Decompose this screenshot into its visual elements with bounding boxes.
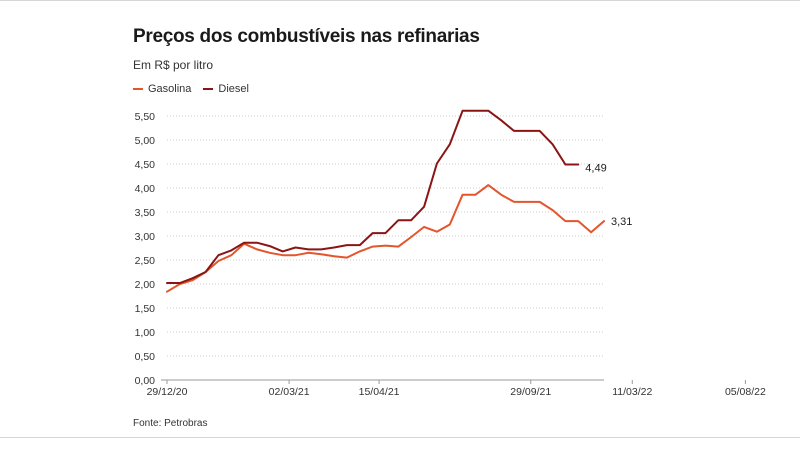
y-tick-label: 2,50: [135, 255, 156, 267]
diesel-line: [166, 109, 580, 284]
x-tick-label: 11/03/22: [612, 386, 652, 398]
y-tick-label: 4,00: [135, 183, 156, 195]
legend-item-diesel: Diesel: [203, 83, 249, 95]
source-note: Fonte: Petrobras: [133, 418, 208, 429]
x-tick-label: 15/04/21: [359, 386, 400, 398]
y-tick-label: 5,00: [135, 135, 156, 147]
chart-subtitle: Em R$ por litro: [133, 58, 214, 72]
end-label-gasolina: 3,31: [611, 216, 632, 228]
y-tick-label: 2,00: [135, 279, 156, 291]
y-tick-label: 3,50: [135, 207, 156, 219]
bottom-border: [0, 437, 800, 438]
x-tick-label: 29/09/21: [510, 386, 551, 398]
x-tick-label: 05/08/22: [725, 386, 766, 398]
legend-label-gasolina: Gasolina: [148, 83, 192, 95]
y-tick-label: 5,50: [135, 111, 156, 123]
chart-title: Preços dos combustíveis nas refinarias: [133, 26, 480, 47]
legend-item-gasolina: Gasolina: [133, 83, 191, 95]
y-tick-label: 0,00: [135, 375, 156, 387]
gasolina-line: [166, 184, 605, 293]
x-tick-label: 02/03/21: [269, 386, 310, 398]
y-tick-label: 4,50: [135, 159, 156, 171]
y-tick-label: 1,00: [135, 327, 156, 339]
legend-swatch-gasolina: [133, 88, 143, 90]
legend: Gasolina Diesel: [133, 83, 261, 95]
y-tick-label: 1,50: [135, 303, 156, 315]
legend-label-diesel: Diesel: [218, 83, 249, 95]
legend-swatch-diesel: [203, 88, 214, 90]
top-border: [0, 0, 800, 1]
y-tick-label: 3,00: [135, 231, 156, 243]
x-tick-label: 29/12/20: [147, 386, 188, 398]
y-tick-label: 0,50: [135, 351, 156, 363]
end-label-diesel: 4,49: [585, 162, 606, 174]
